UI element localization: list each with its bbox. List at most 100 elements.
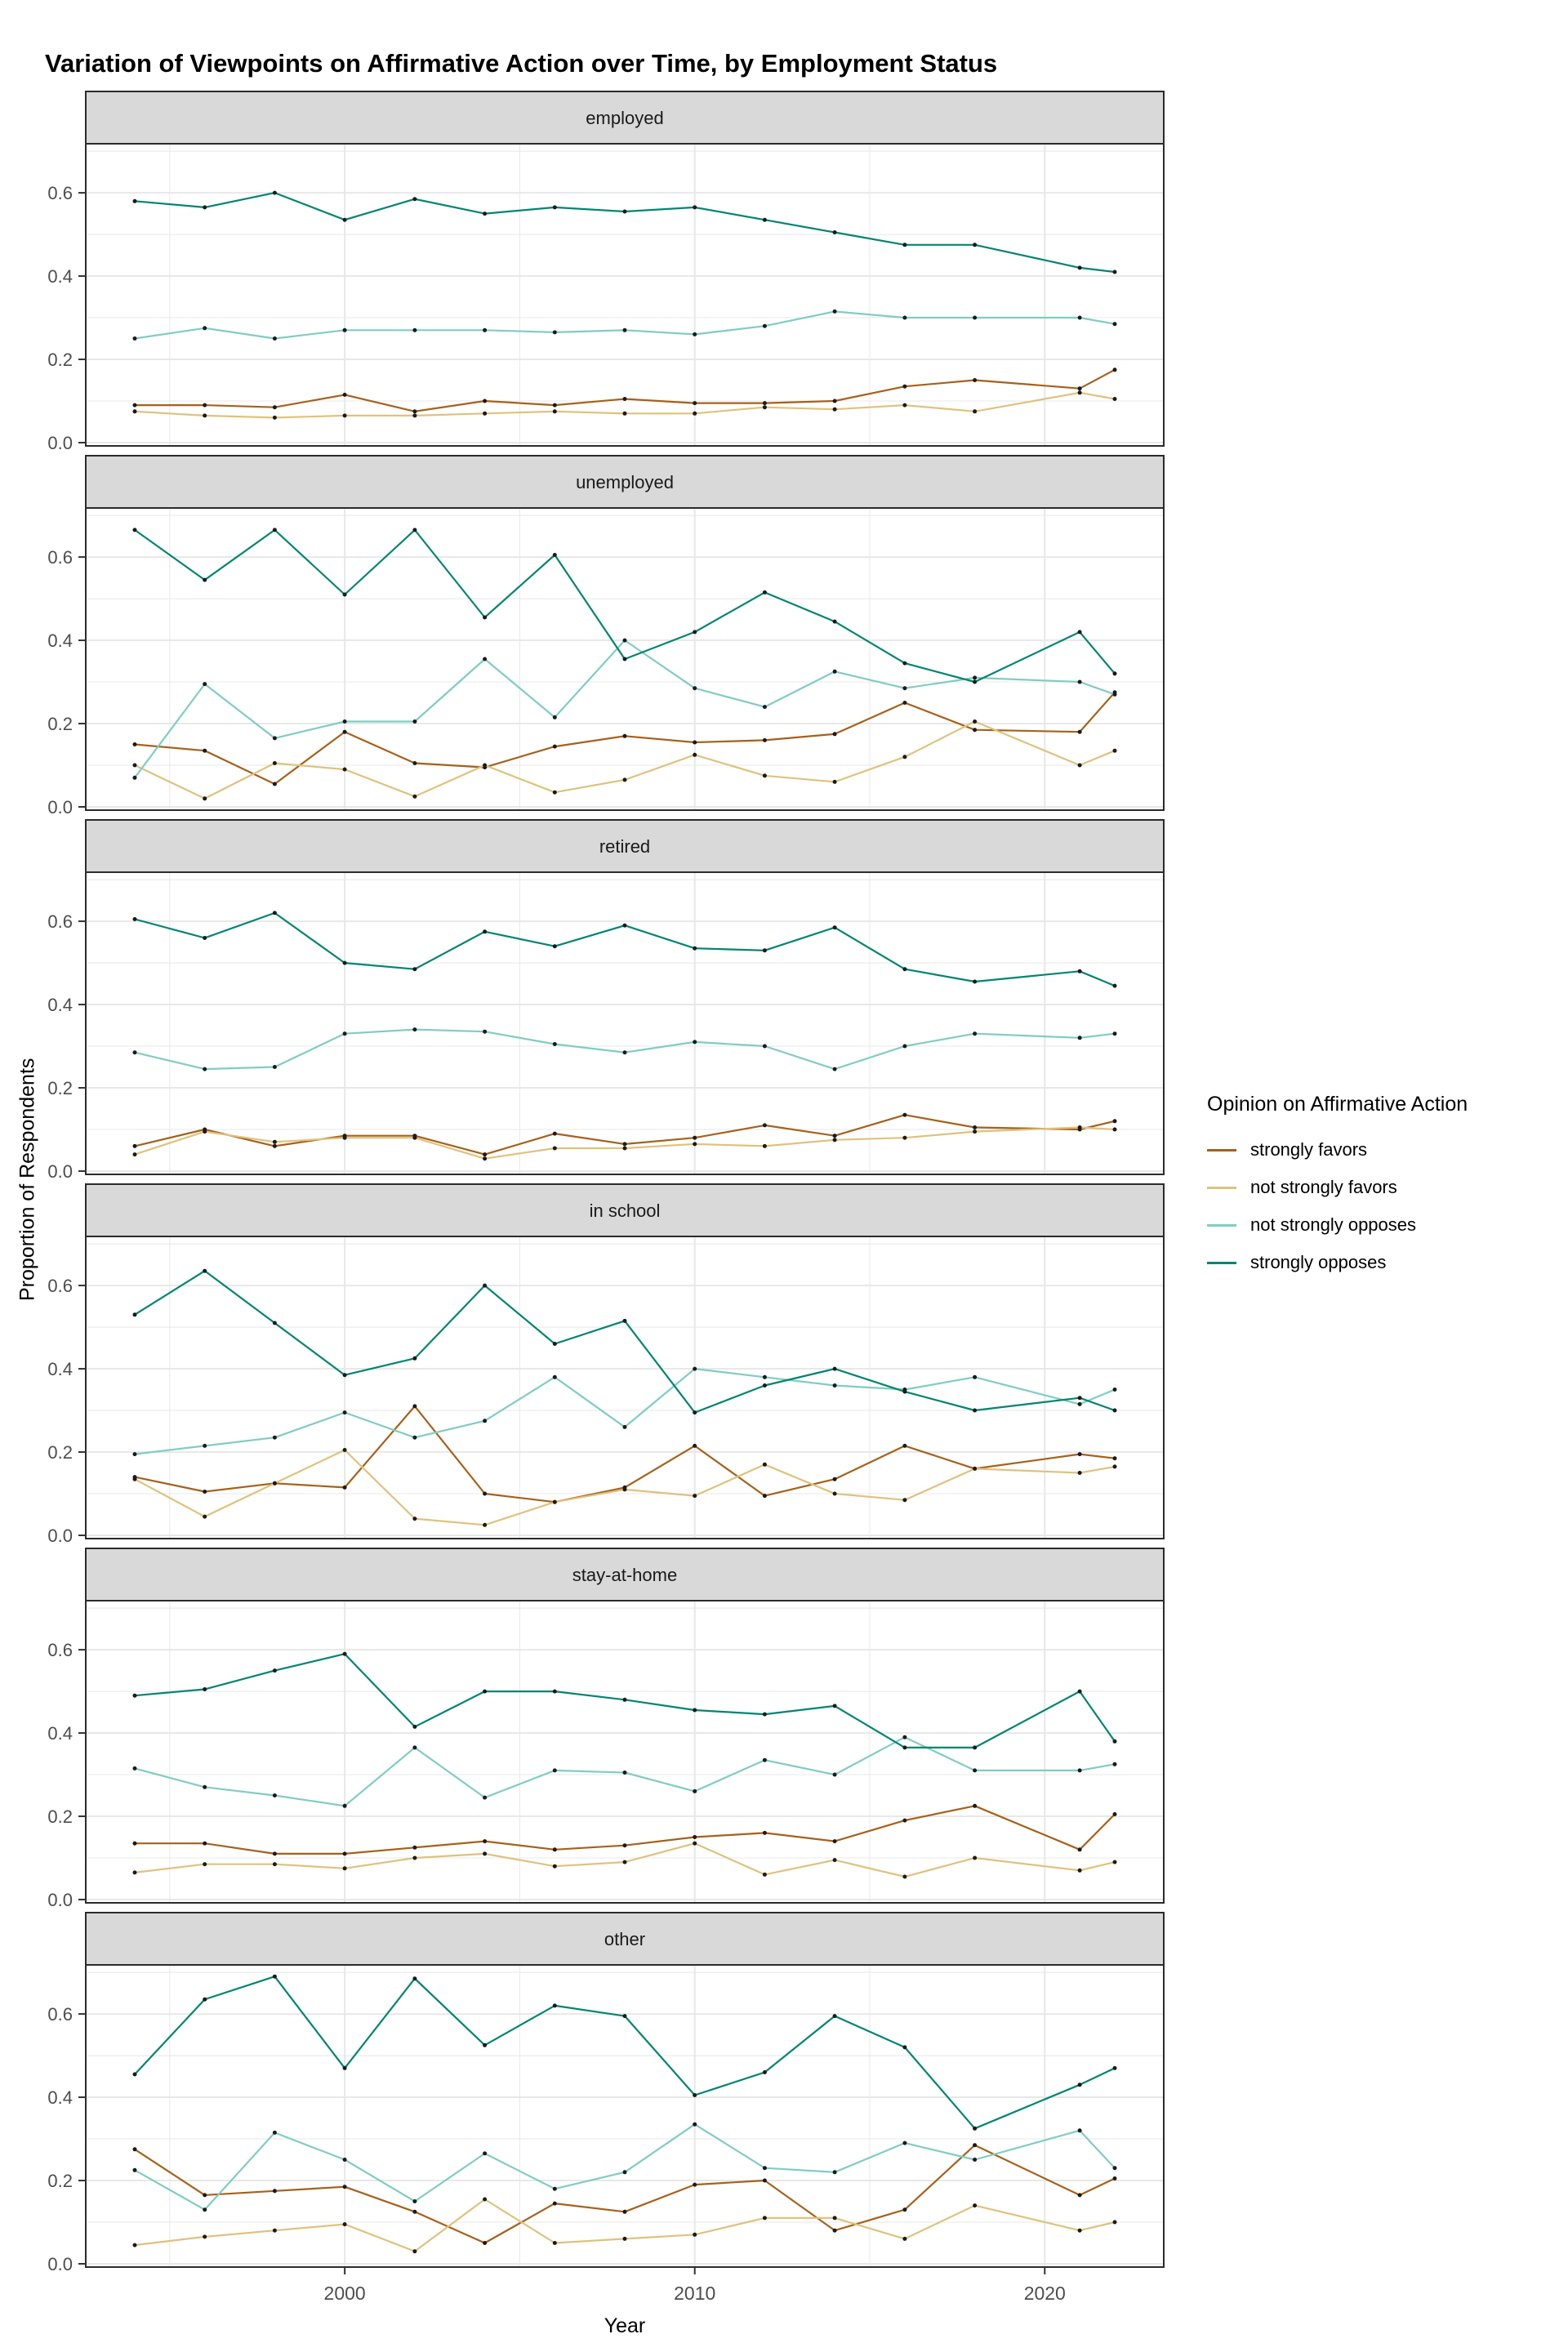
y-tick-label: 0.0: [47, 797, 73, 817]
series-line-strongly-opposes: [133, 1270, 1116, 1414]
data-point: [483, 1029, 488, 1034]
y-tick-label: 0.6: [47, 547, 73, 568]
data-point: [622, 2170, 627, 2175]
data-point: [902, 701, 907, 705]
data-point: [1077, 679, 1082, 684]
data-point: [1112, 322, 1117, 327]
data-point: [762, 2216, 767, 2221]
data-point: [132, 1477, 137, 1481]
data-point: [552, 1689, 557, 1694]
data-point: [622, 1424, 627, 1429]
data-point: [1077, 1689, 1082, 1694]
data-point: [902, 1112, 907, 1117]
facet-strip-label: stay-at-home: [572, 1565, 677, 1585]
data-point: [1077, 729, 1082, 734]
data-point: [693, 411, 697, 416]
data-point: [483, 929, 488, 934]
data-point: [203, 1443, 207, 1448]
data-point: [272, 1435, 277, 1440]
data-point: [412, 1845, 417, 1850]
data-point: [342, 1410, 347, 1415]
data-point: [132, 528, 137, 532]
data-point: [272, 1851, 277, 1856]
data-point: [693, 1040, 697, 1045]
data-point: [272, 405, 277, 410]
data-point: [272, 1139, 277, 1144]
data-point: [412, 1404, 417, 1409]
legend-key-line: [1207, 1148, 1236, 1152]
y-tick-label: 0.4: [47, 630, 73, 651]
data-point: [272, 1793, 277, 1797]
data-point: [132, 1050, 137, 1055]
data-point: [483, 411, 488, 416]
data-point: [412, 1745, 417, 1750]
data-point: [412, 197, 417, 202]
data-point: [1077, 2193, 1082, 2198]
data-point: [762, 705, 767, 710]
data-point: [342, 1031, 347, 1036]
data-point: [203, 1490, 207, 1494]
facet-strip: [85, 91, 1165, 145]
data-point: [1077, 630, 1082, 635]
data-point: [483, 1283, 488, 1288]
y-tick-label: 0.4: [47, 266, 73, 287]
data-point: [973, 1374, 978, 1379]
data-point: [832, 1477, 837, 1481]
data-point: [1077, 1396, 1082, 1401]
data-point: [1077, 265, 1082, 270]
data-point: [1112, 671, 1117, 676]
data-point: [762, 217, 767, 222]
data-point: [762, 1374, 767, 1379]
data-point: [973, 675, 978, 680]
data-point: [552, 790, 557, 795]
data-point: [203, 796, 207, 801]
y-tick-label: 0.6: [47, 183, 73, 203]
data-point: [1077, 1036, 1082, 1040]
series-line-not-strongly-opposes: [133, 1028, 1116, 1071]
data-point: [552, 1342, 557, 1346]
data-point: [483, 657, 488, 662]
data-point: [832, 1704, 837, 1708]
data-point: [342, 960, 347, 965]
data-point: [622, 209, 627, 214]
data-point: [1112, 1464, 1117, 1469]
data-point: [203, 1862, 207, 1867]
data-point: [483, 2151, 488, 2156]
data-point: [272, 2228, 277, 2233]
data-point: [1077, 315, 1082, 320]
data-point: [483, 1152, 488, 1157]
data-point: [1112, 1388, 1117, 1392]
facet-retired: retired 0.0 0.2 0.4 0.6: [47, 819, 1165, 1182]
data-point: [342, 2158, 347, 2162]
data-point: [203, 936, 207, 940]
data-point: [412, 2249, 417, 2254]
panel-border: [85, 1600, 1165, 1904]
data-point: [132, 198, 137, 203]
data-point: [132, 1693, 137, 1698]
y-tick-label: 0.2: [47, 1806, 73, 1827]
legend-title: Opinion on Affirmative Action: [1207, 1093, 1468, 1116]
data-point: [832, 1772, 837, 1777]
x-tick-label: 2000: [324, 2283, 366, 2304]
data-point: [693, 686, 697, 691]
data-point: [762, 773, 767, 778]
data-point: [622, 923, 627, 928]
data-point: [412, 1724, 417, 1729]
data-point: [1112, 368, 1117, 372]
data-point: [973, 1129, 978, 1134]
data-point: [483, 399, 488, 403]
data-point: [1112, 397, 1117, 401]
data-point: [762, 590, 767, 595]
data-point: [973, 719, 978, 724]
data-point: [973, 378, 978, 382]
data-point: [693, 740, 697, 745]
legend-item-label: not strongly opposes: [1250, 1214, 1417, 1235]
data-point: [622, 777, 627, 782]
series-line-strongly-opposes: [133, 1976, 1116, 2130]
data-point: [412, 2209, 417, 2214]
data-point: [622, 657, 627, 662]
data-point: [622, 1142, 627, 1147]
data-point: [1112, 1031, 1117, 1036]
data-point: [1077, 2082, 1082, 2087]
